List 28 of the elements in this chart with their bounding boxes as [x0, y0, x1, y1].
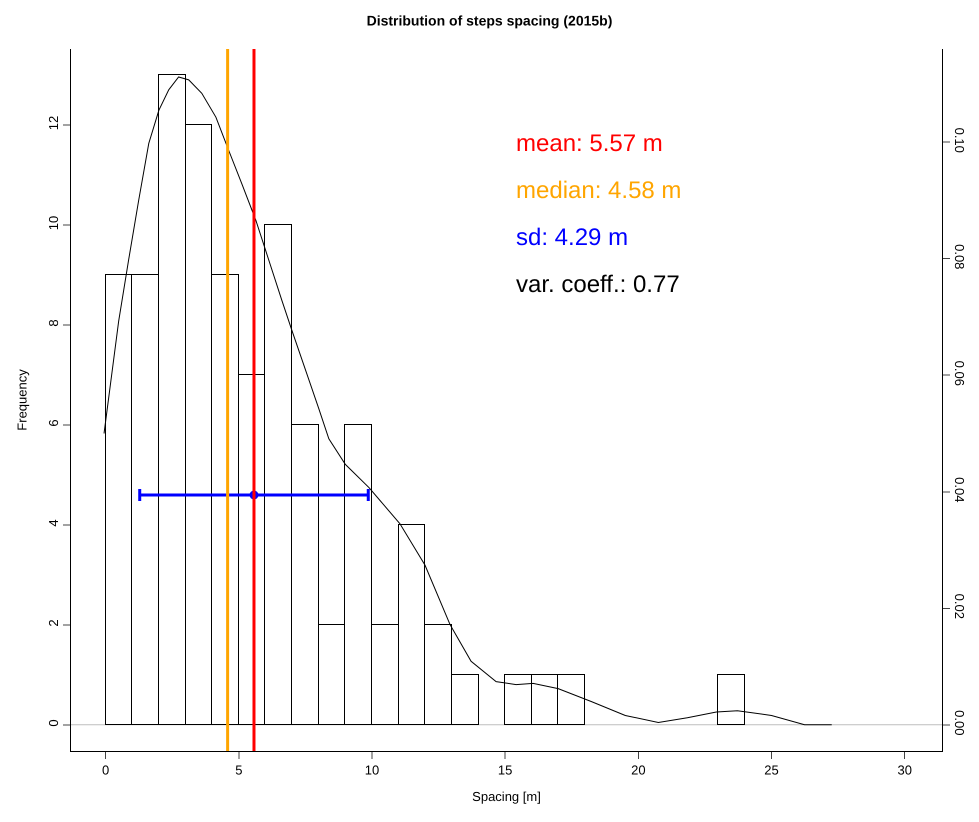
y2-tick-label: 0.02: [952, 594, 968, 619]
y2-tick-label: 0.06: [952, 360, 968, 386]
x-tick-label: 30: [897, 762, 912, 778]
y-axis-title: Frequency: [14, 368, 30, 431]
y-tick-label: 0: [46, 719, 61, 727]
x-tick-label: 20: [631, 762, 646, 778]
annotation: var. coeff.: 0.77: [516, 271, 680, 298]
y2-tick-label: 0.08: [952, 244, 968, 270]
y2-tick-label: 0.04: [952, 477, 968, 502]
y2-tick-label: 0.00: [952, 710, 968, 736]
y-tick-label: 12: [46, 116, 61, 130]
y-tick-label: 6: [46, 419, 61, 427]
ref-line-label: mean: 5.57 m: [516, 130, 663, 157]
x-tick-label: 25: [764, 762, 779, 778]
ref-line-label: median: 4.58 m: [516, 177, 682, 204]
y-tick-label: 8: [46, 319, 61, 327]
x-tick-label: 0: [102, 762, 110, 778]
y-tick-label: 4: [46, 519, 61, 527]
chart-title: Distribution of steps spacing (2015b): [366, 12, 612, 28]
x-tick-label: 10: [364, 762, 380, 778]
y2-tick-label: 0.10: [952, 128, 968, 153]
x-tick-label: 15: [498, 762, 512, 778]
y-tick-label: 2: [46, 619, 61, 627]
line-series: [104, 76, 832, 726]
y-tick-label: 10: [46, 216, 61, 230]
text: sd: 4.29 m: [516, 224, 628, 251]
x-tick-label: 5: [235, 762, 242, 778]
x-axis-title: Spacing [m]: [472, 789, 541, 804]
